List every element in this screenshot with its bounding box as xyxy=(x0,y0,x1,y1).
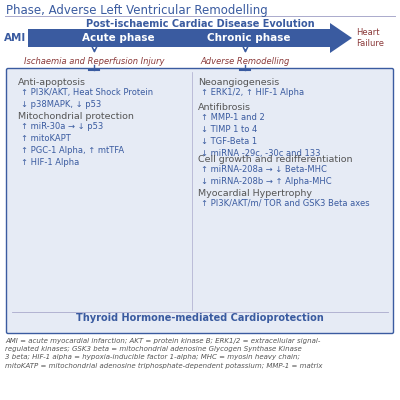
Text: ↑ ERK1/2, ↑ HIF-1 Alpha: ↑ ERK1/2, ↑ HIF-1 Alpha xyxy=(201,88,304,97)
Text: Mitochondrial protection: Mitochondrial protection xyxy=(18,112,134,121)
Text: ↑ miRNA-208a → ↓ Beta-MHC
↓ miRNA-208b → ↑ Alpha-MHC: ↑ miRNA-208a → ↓ Beta-MHC ↓ miRNA-208b →… xyxy=(201,165,332,186)
Text: Myocardial Hypertrophy: Myocardial Hypertrophy xyxy=(198,189,312,198)
Text: Heart
Failure: Heart Failure xyxy=(356,28,384,48)
Text: Post-ischaemic Cardiac Disease Evolution: Post-ischaemic Cardiac Disease Evolution xyxy=(86,19,314,29)
Text: Acute phase: Acute phase xyxy=(82,33,155,43)
Text: ↑ PI3K/AKT, Heat Shock Protein
↓ p38MAPK, ↓ p53: ↑ PI3K/AKT, Heat Shock Protein ↓ p38MAPK… xyxy=(21,88,153,109)
Text: Anti-apoptosis: Anti-apoptosis xyxy=(18,78,86,87)
Text: Phase, Adverse Left Ventricular Remodelling: Phase, Adverse Left Ventricular Remodell… xyxy=(6,4,268,17)
FancyBboxPatch shape xyxy=(6,68,394,334)
Text: Adverse Remodelling: Adverse Remodelling xyxy=(201,57,290,66)
Text: ↑ MMP-1 and 2
↓ TIMP 1 to 4
↓ TGF-Beta 1
↓ miRNA -29c, -30c and 133: ↑ MMP-1 and 2 ↓ TIMP 1 to 4 ↓ TGF-Beta 1… xyxy=(201,113,320,158)
Text: Thyroid Hormone-mediated Cardioprotection: Thyroid Hormone-mediated Cardioprotectio… xyxy=(76,313,324,323)
Text: AMI: AMI xyxy=(4,33,26,43)
Text: Antifibrosis: Antifibrosis xyxy=(198,103,251,112)
Text: Chronic phase: Chronic phase xyxy=(207,33,290,43)
Text: AMI = acute myocardial infarction; AKT = protein kinase B; ERK1/2 = extracellula: AMI = acute myocardial infarction; AKT =… xyxy=(5,338,322,368)
Text: ↑ miR-30a → ↓ p53
↑ mitoKAPT
↑ PGC-1 Alpha, ↑ mtTFA
↑ HIF-1 Alpha: ↑ miR-30a → ↓ p53 ↑ mitoKAPT ↑ PGC-1 Alp… xyxy=(21,122,124,168)
Polygon shape xyxy=(28,23,352,53)
Text: Neoangiogenesis: Neoangiogenesis xyxy=(198,78,279,87)
Text: ↑ PI3K/AKT/m/ TOR and GSK3 Beta axes: ↑ PI3K/AKT/m/ TOR and GSK3 Beta axes xyxy=(201,199,370,208)
Text: Cell growth and redifferentiation: Cell growth and redifferentiation xyxy=(198,155,352,164)
Text: Ischaemia and Reperfusion Injury: Ischaemia and Reperfusion Injury xyxy=(24,57,165,66)
